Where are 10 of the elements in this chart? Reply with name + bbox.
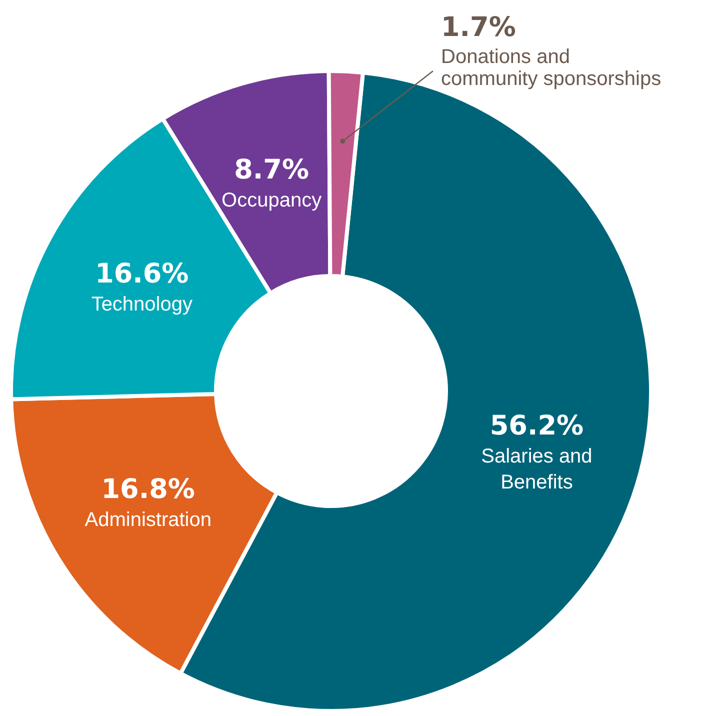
slice-label: Salaries and Benefits: [481, 445, 592, 494]
slice-label: Technology: [91, 294, 192, 316]
slice-label: Occupancy: [222, 189, 322, 212]
data-label: 56.2%: [490, 410, 584, 442]
data-label: 1.7%: [441, 12, 516, 43]
data-label: 16.8%: [101, 474, 195, 506]
slice-label: Donations and community sponsorships: [441, 46, 662, 90]
data-label: 8.7%: [234, 154, 309, 186]
slice-label: Administration: [84, 509, 212, 532]
data-label: 16.6%: [95, 258, 189, 290]
